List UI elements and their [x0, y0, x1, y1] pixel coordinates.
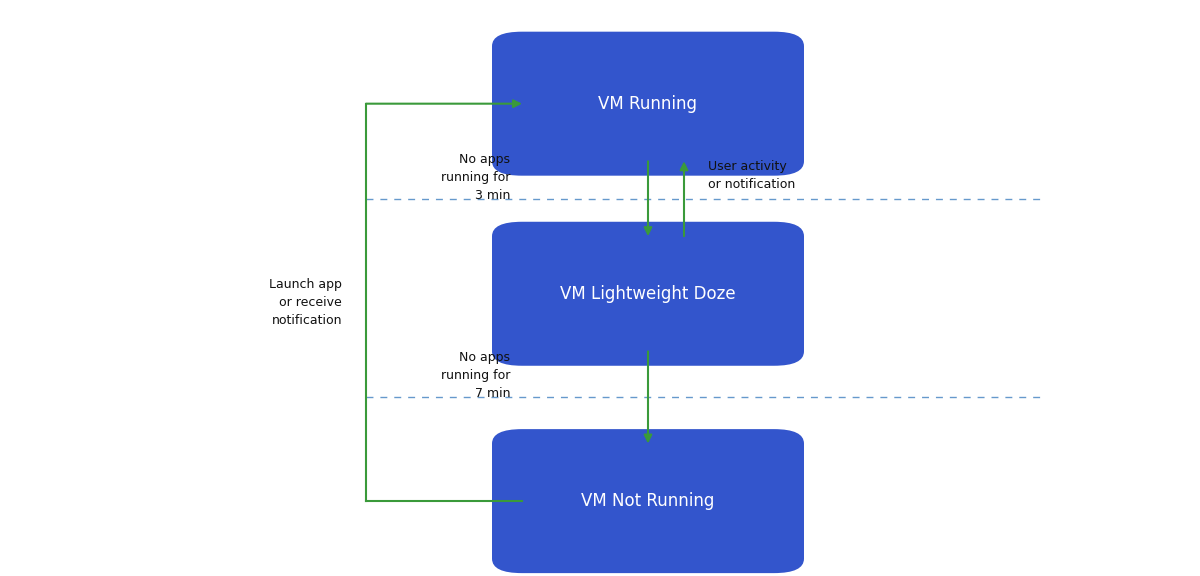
- Text: No apps
running for
3 min: No apps running for 3 min: [440, 153, 510, 202]
- FancyBboxPatch shape: [492, 32, 804, 176]
- Text: VM Running: VM Running: [599, 94, 697, 113]
- Text: VM Lightweight Doze: VM Lightweight Doze: [560, 285, 736, 303]
- Text: Launch app
or receive
notification: Launch app or receive notification: [269, 278, 342, 327]
- Text: No apps
running for
7 min: No apps running for 7 min: [440, 351, 510, 400]
- FancyBboxPatch shape: [492, 429, 804, 573]
- Text: User activity
or notification: User activity or notification: [708, 160, 796, 191]
- FancyBboxPatch shape: [492, 222, 804, 366]
- Text: VM Not Running: VM Not Running: [581, 492, 715, 510]
